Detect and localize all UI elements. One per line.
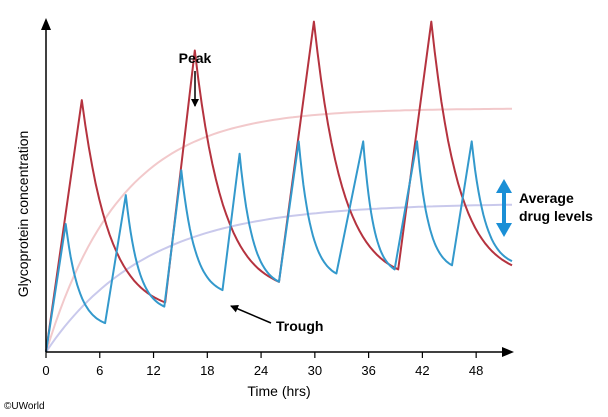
y-axis-arrow-icon bbox=[41, 18, 51, 30]
x-tick-label: 36 bbox=[361, 363, 375, 378]
y-axis-title: Glycoprotein concentration bbox=[15, 131, 31, 298]
average-label-line2: drug levels bbox=[519, 208, 593, 224]
series-red-line bbox=[45, 20, 513, 353]
x-ticks: 0 6 12 18 24 30 36 42 48 bbox=[42, 352, 483, 378]
trough-label: Trough bbox=[276, 318, 323, 334]
peak-label: Peak bbox=[179, 50, 212, 66]
average-arrow-up-icon bbox=[496, 179, 512, 193]
reference-curve-lower bbox=[45, 203, 513, 353]
reference-curve-upper bbox=[45, 107, 512, 353]
copyright-notice: ©UWorld bbox=[4, 401, 45, 412]
x-axis-title: Time (hrs) bbox=[247, 383, 310, 399]
average-arrow-down-icon bbox=[496, 223, 512, 237]
x-tick-label: 48 bbox=[469, 363, 483, 378]
x-tick-label: 12 bbox=[146, 363, 160, 378]
x-tick-label: 42 bbox=[415, 363, 429, 378]
x-tick-label: 30 bbox=[308, 363, 322, 378]
x-tick-label: 6 bbox=[96, 363, 103, 378]
x-axis-arrow-icon bbox=[502, 347, 514, 357]
x-tick-label: 0 bbox=[42, 363, 49, 378]
series-blue-line bbox=[45, 140, 513, 353]
x-tick-label: 24 bbox=[254, 363, 268, 378]
average-label-line1: Average bbox=[519, 190, 574, 206]
trough-arrow-icon bbox=[230, 305, 272, 324]
x-tick-label: 18 bbox=[200, 363, 214, 378]
